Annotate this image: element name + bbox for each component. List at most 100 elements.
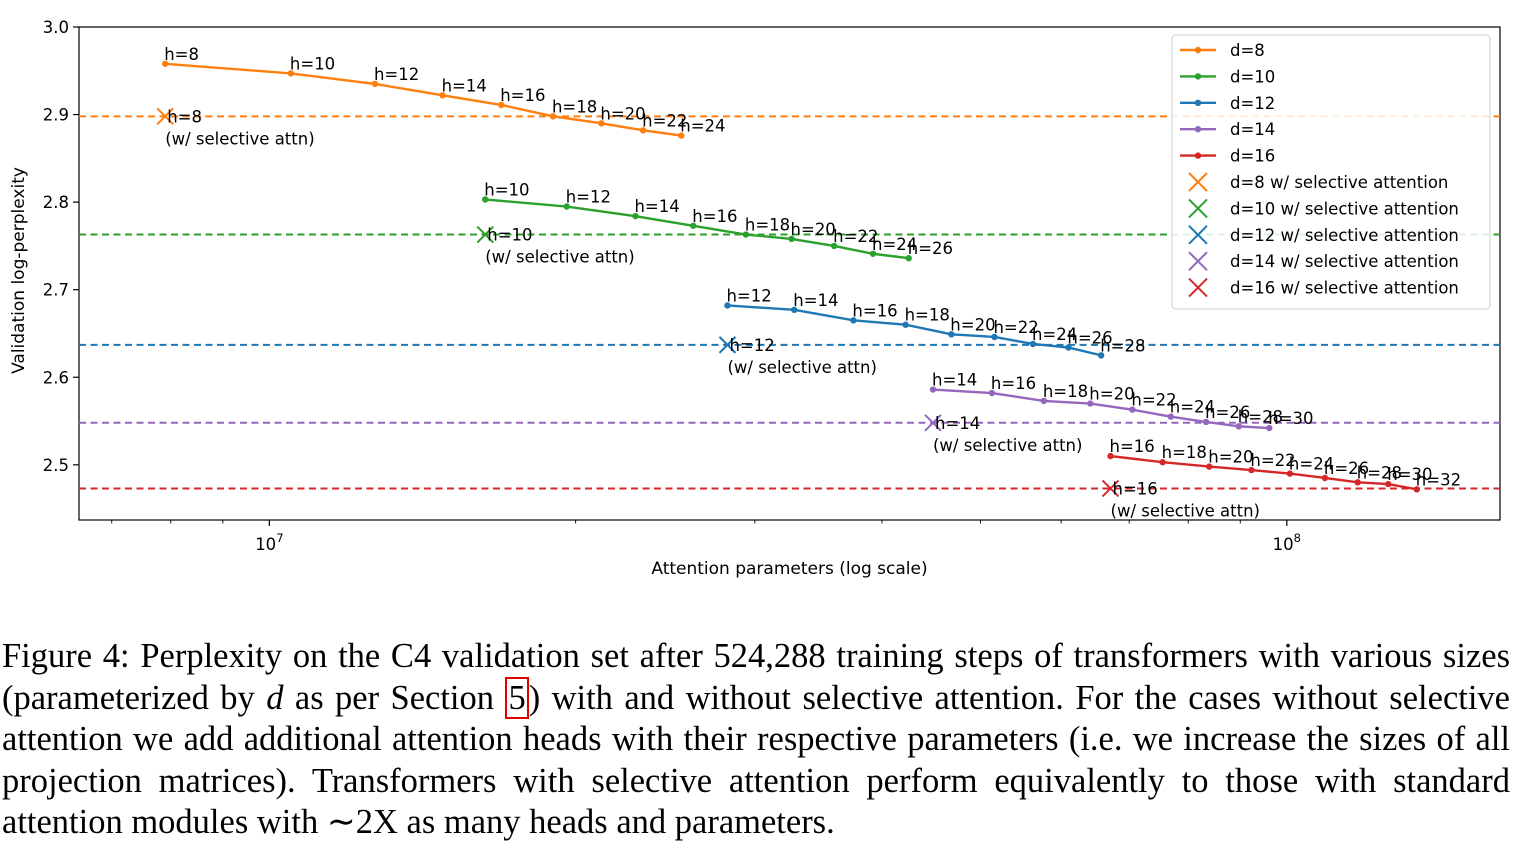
point-label: h=18 (745, 216, 790, 235)
point-label: h=20 (950, 315, 995, 334)
point-label: h=10 (484, 181, 529, 200)
legend-x-swatch (1188, 277, 1208, 298)
y-axis-label: Validation log-perplexity (9, 167, 29, 374)
legend-entry-label: d=14 w/ selective attention (1230, 252, 1459, 271)
data-point (1321, 474, 1329, 482)
point-label: h=14 (932, 371, 977, 390)
point-label: h=8 (164, 45, 199, 64)
point-label: h=26 (1205, 403, 1250, 422)
legend-point-swatch (1194, 152, 1202, 159)
data-point (1087, 400, 1094, 407)
legend-entry-label: d=10 (1230, 67, 1275, 86)
point-label: h=28 (1357, 463, 1402, 482)
point-label: h=22 (833, 227, 878, 246)
point-label: h=24 (680, 117, 725, 136)
legend-box (1171, 34, 1491, 310)
data-point (1235, 423, 1242, 430)
data-point (439, 92, 446, 99)
data-point (724, 302, 731, 309)
selective-x-marker (156, 107, 174, 126)
data-point (1159, 459, 1166, 466)
point-label: h=20 (1208, 448, 1253, 467)
point-label: h=10 (290, 54, 335, 73)
data-point (791, 306, 798, 314)
selective-x-marker (476, 225, 494, 244)
data-point (639, 127, 647, 134)
point-label: h=28 (1100, 336, 1145, 355)
point-label: h=20 (791, 220, 836, 239)
selective-note-label: (w/ selective attn) (1111, 501, 1260, 520)
data-point (988, 389, 996, 397)
y-tick-label: 2.5 (43, 456, 69, 475)
y-tick-label: 3.0 (43, 18, 69, 37)
selective-x-marker (718, 336, 737, 354)
point-label: h=16 (1110, 437, 1155, 456)
point-label: h=18 (1043, 382, 1088, 401)
caption-text-2: as per Section (283, 678, 506, 717)
point-label: h=16 (692, 207, 737, 226)
y-tick-label: 2.9 (43, 106, 69, 125)
point-label: h=24 (1170, 398, 1215, 417)
data-point (948, 331, 955, 338)
data-point (1413, 486, 1421, 493)
data-point (1098, 352, 1105, 359)
legend-entry-label: d=16 w/ selective attention (1230, 279, 1459, 298)
plot-frame (78, 26, 1501, 521)
point-label: h=30 (1387, 465, 1432, 484)
figure-caption: Figure 4: Perplexity on the C4 validatio… (2, 636, 1510, 844)
legend-entry-label: d=8 (1230, 41, 1265, 60)
point-label: h=18 (1162, 443, 1207, 462)
point-label: h=26 (1067, 328, 1112, 347)
data-point (1266, 424, 1273, 432)
y-tick-label: 2.7 (43, 281, 69, 300)
data-point (902, 321, 909, 328)
legend-point-swatch (1194, 126, 1202, 133)
data-point (929, 386, 937, 393)
legend-entry-label: d=16 (1230, 147, 1275, 166)
point-label: h=24 (872, 235, 917, 254)
data-point (1129, 406, 1136, 413)
point-label: h=22 (642, 111, 687, 130)
legend-x-swatch (1188, 172, 1208, 192)
point-label: h=12 (566, 188, 611, 207)
point-label: h=16 (852, 301, 897, 320)
data-point (1354, 479, 1361, 486)
data-point (690, 222, 697, 229)
selective-x-marker (924, 414, 942, 432)
legend-entry-label: d=12 w/ selective attention (1230, 226, 1459, 245)
y-tick-label: 2.6 (43, 368, 69, 387)
data-point (598, 120, 605, 127)
data-point (287, 70, 295, 77)
data-point (161, 60, 169, 67)
data-point (563, 203, 570, 210)
data-point (850, 317, 857, 324)
data-point (1286, 470, 1294, 477)
data-point (869, 250, 877, 257)
legend-x-swatch (1188, 251, 1208, 271)
data-point (742, 231, 750, 238)
caption-variable: d (266, 678, 284, 717)
x-tick-label: 108 (1273, 531, 1301, 554)
section-reference-link[interactable]: 5 (505, 676, 529, 719)
point-label: h=30 (1268, 409, 1313, 428)
selective-point-label: h=10 (487, 226, 532, 245)
point-label: h=12 (726, 286, 771, 305)
point-label: h=18 (905, 306, 950, 325)
point-label: h=26 (908, 239, 953, 258)
data-point (1248, 466, 1255, 474)
point-label: h=14 (793, 291, 838, 310)
point-label: h=22 (1131, 391, 1176, 410)
data-point (1107, 452, 1114, 460)
data-point (678, 132, 685, 139)
data-point (1167, 413, 1174, 420)
data-point (1385, 480, 1392, 488)
selective-point-label: h=16 (1113, 479, 1158, 498)
chart: Attention parameters (log scale) Validat… (9, 18, 1501, 579)
point-label: h=18 (552, 97, 597, 116)
selective-point-label: h=14 (935, 414, 980, 433)
data-point (788, 235, 795, 243)
caption-text-1: Figure 4: Perplexity on the C4 validatio… (2, 637, 1510, 717)
selective-note-label: (w/ selective attn) (727, 358, 876, 377)
x-axis-label: Attention parameters (log scale) (651, 559, 927, 579)
y-tick-label: 2.8 (43, 193, 69, 212)
